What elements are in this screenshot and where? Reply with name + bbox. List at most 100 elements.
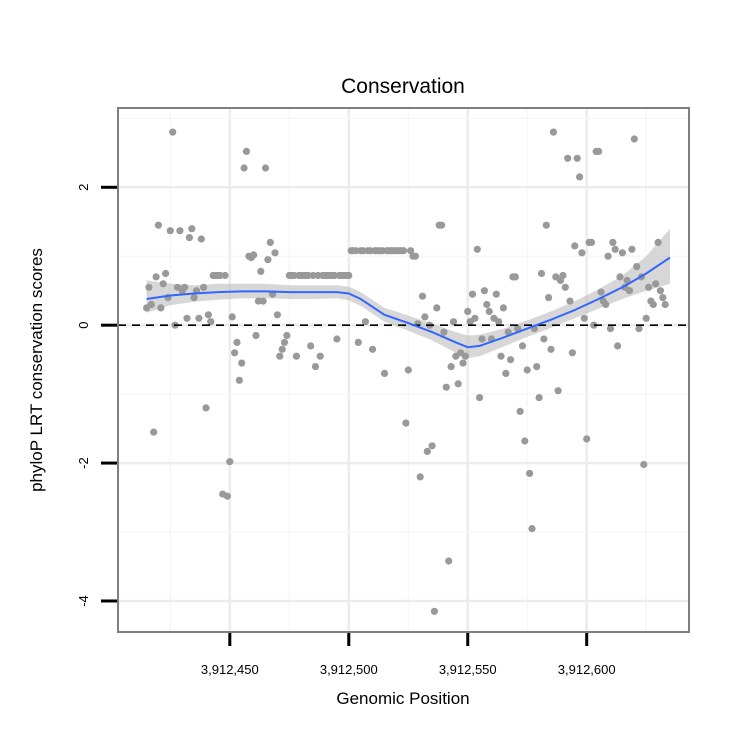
data-point <box>221 271 229 280</box>
data-point <box>468 290 477 298</box>
data-point <box>228 313 236 321</box>
data-point <box>257 267 265 275</box>
data-point <box>402 419 410 427</box>
x-tick-label: 3,912,500 <box>320 662 378 677</box>
data-point <box>545 294 553 302</box>
data-point <box>583 435 591 443</box>
smooth-curve-layer <box>146 256 671 349</box>
data-point <box>578 249 586 257</box>
y-tick-label: 0 <box>76 322 91 329</box>
axis-ticks: 3,912,450 3,912,500 3,912,550 3,912,600 -4 -2… <box>76 184 616 677</box>
data-point <box>445 557 453 565</box>
data-point <box>478 335 486 343</box>
data-point <box>597 288 605 296</box>
data-point <box>259 297 267 305</box>
data-point <box>645 283 653 291</box>
data-point <box>573 154 581 162</box>
data-point <box>476 394 484 402</box>
data-point <box>628 245 636 253</box>
data-point <box>181 283 189 291</box>
data-point <box>492 290 500 298</box>
data-point <box>276 352 284 360</box>
data-point <box>369 345 377 353</box>
data-point <box>166 227 174 235</box>
data-point <box>537 269 546 278</box>
data-point <box>421 313 429 321</box>
data-point <box>549 128 558 136</box>
data-point <box>502 369 510 377</box>
data-point <box>280 338 289 346</box>
data-point <box>642 314 650 322</box>
data-point <box>231 349 239 357</box>
data-point <box>195 314 203 322</box>
data-point <box>604 252 612 260</box>
data-point <box>223 492 231 500</box>
data-point <box>483 300 491 309</box>
data-point <box>399 247 408 255</box>
data-point <box>521 437 529 445</box>
data-point <box>207 318 215 326</box>
data-point <box>271 249 279 257</box>
data-point <box>418 292 427 300</box>
data-point <box>292 352 300 360</box>
data-point <box>147 300 155 309</box>
data-point <box>625 287 634 295</box>
plot-panel <box>117 107 690 633</box>
data-point <box>659 294 667 302</box>
data-point <box>640 460 648 469</box>
data-point <box>649 300 657 309</box>
data-point <box>606 325 615 333</box>
data-point <box>423 447 431 455</box>
data-point <box>380 369 389 377</box>
data-point <box>154 221 162 229</box>
data-point <box>145 283 153 291</box>
y-tick-label: -4 <box>76 595 91 607</box>
data-point <box>507 356 515 364</box>
data-point <box>250 251 258 259</box>
data-point <box>183 314 191 322</box>
data-point <box>580 314 588 322</box>
data-point <box>202 404 210 412</box>
data-point <box>404 366 412 374</box>
x-tick-label: 3,912,450 <box>201 662 259 677</box>
data-point <box>471 314 479 322</box>
data-point <box>273 311 281 319</box>
data-point <box>233 338 241 346</box>
data-point <box>602 300 610 309</box>
data-point <box>528 525 536 533</box>
data-point <box>461 352 469 360</box>
data-point <box>576 173 584 181</box>
chart-title: Conservation <box>341 75 465 98</box>
loess-smooth-line <box>146 256 671 349</box>
data-point <box>464 307 472 315</box>
data-point <box>568 349 577 357</box>
data-point <box>261 164 270 172</box>
data-point <box>497 352 505 360</box>
data-point <box>283 331 291 340</box>
data-point <box>590 321 598 329</box>
data-point <box>416 473 424 481</box>
data-point <box>654 238 662 246</box>
data-point <box>571 242 579 250</box>
data-point <box>554 387 562 395</box>
data-point <box>311 363 320 371</box>
data-point <box>240 164 248 172</box>
data-point <box>226 458 234 466</box>
data-point <box>361 318 369 326</box>
data-point <box>656 287 665 295</box>
data-point <box>159 280 167 288</box>
data-point <box>587 238 596 246</box>
data-point <box>614 342 622 350</box>
data-point <box>652 280 660 288</box>
data-point <box>523 366 531 374</box>
data-point <box>238 359 246 367</box>
data-point <box>204 311 212 319</box>
data-point <box>499 304 507 312</box>
data-points <box>143 128 669 615</box>
data-point <box>411 252 419 260</box>
data-point <box>535 394 543 402</box>
data-point <box>438 221 446 229</box>
data-point <box>564 154 572 162</box>
data-point <box>511 273 519 281</box>
